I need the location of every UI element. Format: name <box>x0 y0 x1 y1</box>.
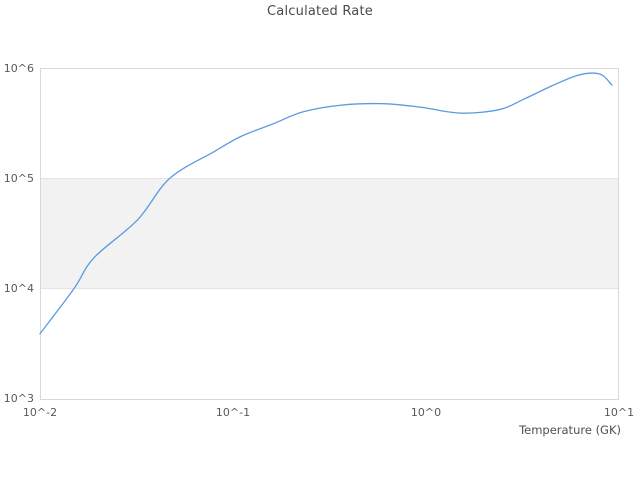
rate-line <box>39 72 613 335</box>
x-axis-label: Temperature (GK) <box>519 423 621 437</box>
x-tick-label-0: 10^-2 <box>22 406 58 419</box>
plot-border <box>40 68 619 400</box>
x-tick-label-3: 10^1 <box>603 406 635 419</box>
shaded-band <box>40 178 619 289</box>
y-tick-label-1: 10^5 <box>3 172 34 185</box>
x-tick-label-2: 10^0 <box>410 406 442 419</box>
y-tick-label-0: 10^6 <box>3 62 34 75</box>
y-tick-label-3: 10^3 <box>3 392 34 405</box>
y-tick-label-2: 10^4 <box>3 282 34 295</box>
chart-title: Calculated Rate <box>267 4 373 19</box>
x-tick-label-1: 10^-1 <box>215 406 251 419</box>
